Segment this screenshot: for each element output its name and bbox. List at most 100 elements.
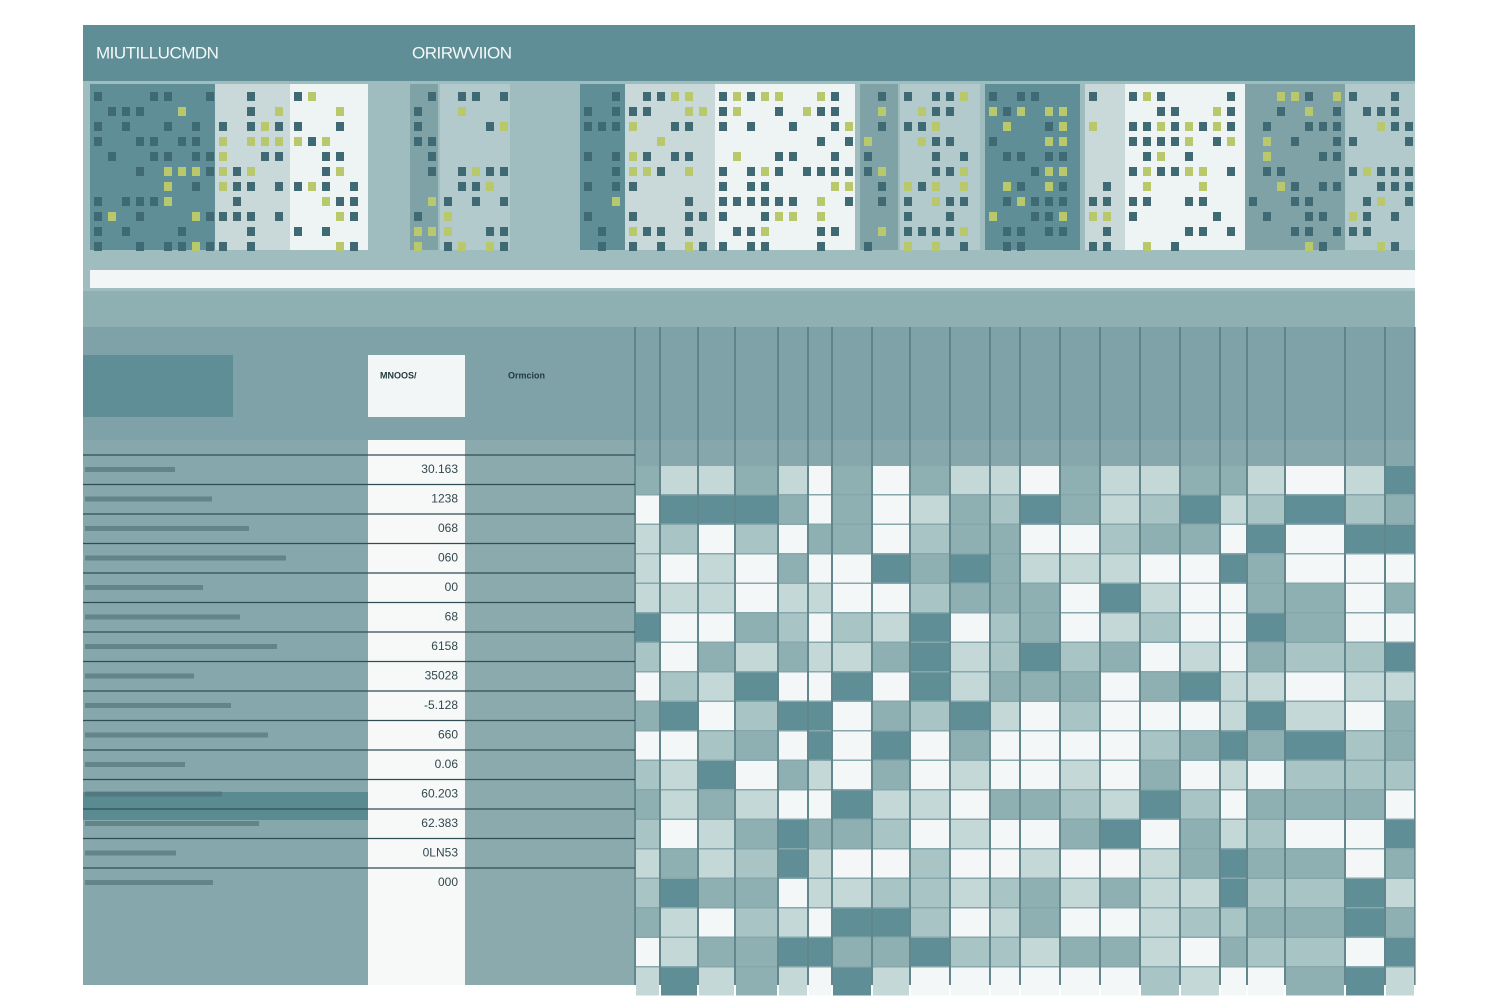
cell-icon — [1291, 197, 1299, 206]
cell-icon — [1031, 197, 1039, 206]
cell-icon — [414, 212, 422, 221]
grid-cell — [1061, 613, 1099, 642]
grid-cell — [661, 967, 697, 996]
grid-cell — [873, 643, 909, 671]
cell-icon — [1263, 167, 1271, 176]
cell-icon — [414, 137, 422, 146]
cell-icon — [817, 137, 825, 146]
cell-icon — [1045, 137, 1053, 146]
cell-icon — [178, 167, 186, 176]
cell-icon — [1333, 137, 1341, 146]
grid-cell — [951, 938, 989, 966]
cell-icon — [803, 107, 811, 116]
grid-cell — [779, 554, 807, 583]
cell-icon — [671, 152, 679, 161]
cell-icon — [845, 197, 853, 206]
cell-icon — [1391, 242, 1399, 251]
cell-icon — [294, 227, 302, 236]
cell-icon — [960, 152, 968, 161]
cell-icon — [192, 137, 200, 146]
cell-icon — [1157, 92, 1165, 101]
grid-cell — [736, 702, 777, 730]
cell-icon — [960, 227, 968, 236]
grid-cell — [1101, 613, 1139, 642]
cell-icon — [1349, 92, 1357, 101]
grid-cell — [1021, 554, 1059, 583]
grid-cell — [1181, 938, 1219, 966]
grid-cell — [991, 495, 1019, 524]
grid-cell — [1221, 643, 1246, 671]
grid-cell — [1346, 820, 1384, 848]
grid-cell — [636, 967, 659, 996]
grid-cell — [1248, 495, 1284, 524]
grid-cell — [661, 761, 697, 789]
blank-column — [465, 440, 635, 985]
grid-cell — [991, 702, 1019, 730]
cell-icon — [918, 107, 926, 116]
cell-icon — [136, 242, 144, 251]
grid-cell — [1386, 672, 1414, 701]
cell-icon — [178, 107, 186, 116]
cell-icon — [685, 212, 693, 221]
cell-icon — [150, 152, 158, 161]
grid-cell — [1061, 672, 1099, 701]
cell-icon — [1003, 152, 1011, 161]
grid-cell — [833, 584, 871, 612]
grid-cell — [1221, 761, 1246, 789]
row-label-placeholder — [85, 821, 259, 826]
grid-cell — [1141, 525, 1179, 553]
grid-cell — [1248, 790, 1284, 819]
cell-icon — [192, 182, 200, 191]
row-label-placeholder — [85, 791, 222, 797]
cell-icon — [864, 242, 872, 251]
cell-icon — [261, 152, 269, 161]
grid-cell — [911, 643, 949, 671]
cell-icon — [1003, 122, 1011, 131]
grid-cell — [911, 672, 949, 701]
grid-cell — [1021, 761, 1059, 789]
grid-cell — [1141, 879, 1179, 907]
grid-cell — [833, 525, 871, 553]
cell-icon — [500, 197, 508, 206]
cell-icon — [1363, 167, 1371, 176]
rows: 30.163 1238 068 060 00 68 6158 35028 -5.128 660 0.… — [83, 454, 635, 889]
cell-icon — [845, 122, 853, 131]
cell-icon — [1017, 197, 1025, 206]
cell-icon — [275, 107, 283, 116]
grid-cell — [1101, 466, 1139, 494]
cell-icon — [275, 122, 283, 131]
cell-icon — [1333, 152, 1341, 161]
cell-icon — [94, 92, 102, 101]
grid-cell — [636, 554, 659, 583]
cell-icon — [247, 212, 255, 221]
cell-value: 68 — [445, 610, 459, 624]
grid-cell — [636, 525, 659, 553]
grid-cell — [951, 466, 989, 494]
grid-cell — [1346, 554, 1384, 583]
cell-icon — [1199, 182, 1207, 191]
cell-icon — [789, 152, 797, 161]
cell-icon — [1277, 92, 1285, 101]
grid-cell — [779, 525, 807, 553]
cell-icon — [878, 92, 886, 101]
grid-cell — [1346, 967, 1384, 996]
cell-icon — [150, 137, 158, 146]
grid-cell — [833, 702, 871, 730]
grid-cell — [699, 584, 734, 612]
row-label-placeholder — [85, 585, 203, 590]
cell-icon — [178, 227, 186, 236]
cell-icon — [1199, 227, 1207, 236]
grid-cell — [1141, 672, 1179, 701]
grid-cell — [1021, 525, 1059, 553]
grid-cell — [1181, 967, 1219, 996]
grid-cell — [661, 584, 697, 612]
cell-icon — [733, 92, 741, 101]
grid-cell — [1346, 466, 1384, 494]
cell-icon — [946, 212, 954, 221]
cell-icon — [247, 167, 255, 176]
grid-cell — [736, 761, 777, 789]
grid-cell — [833, 820, 871, 848]
grid-cell — [636, 820, 659, 848]
cell-icon — [233, 167, 241, 176]
cell-icon — [136, 137, 144, 146]
